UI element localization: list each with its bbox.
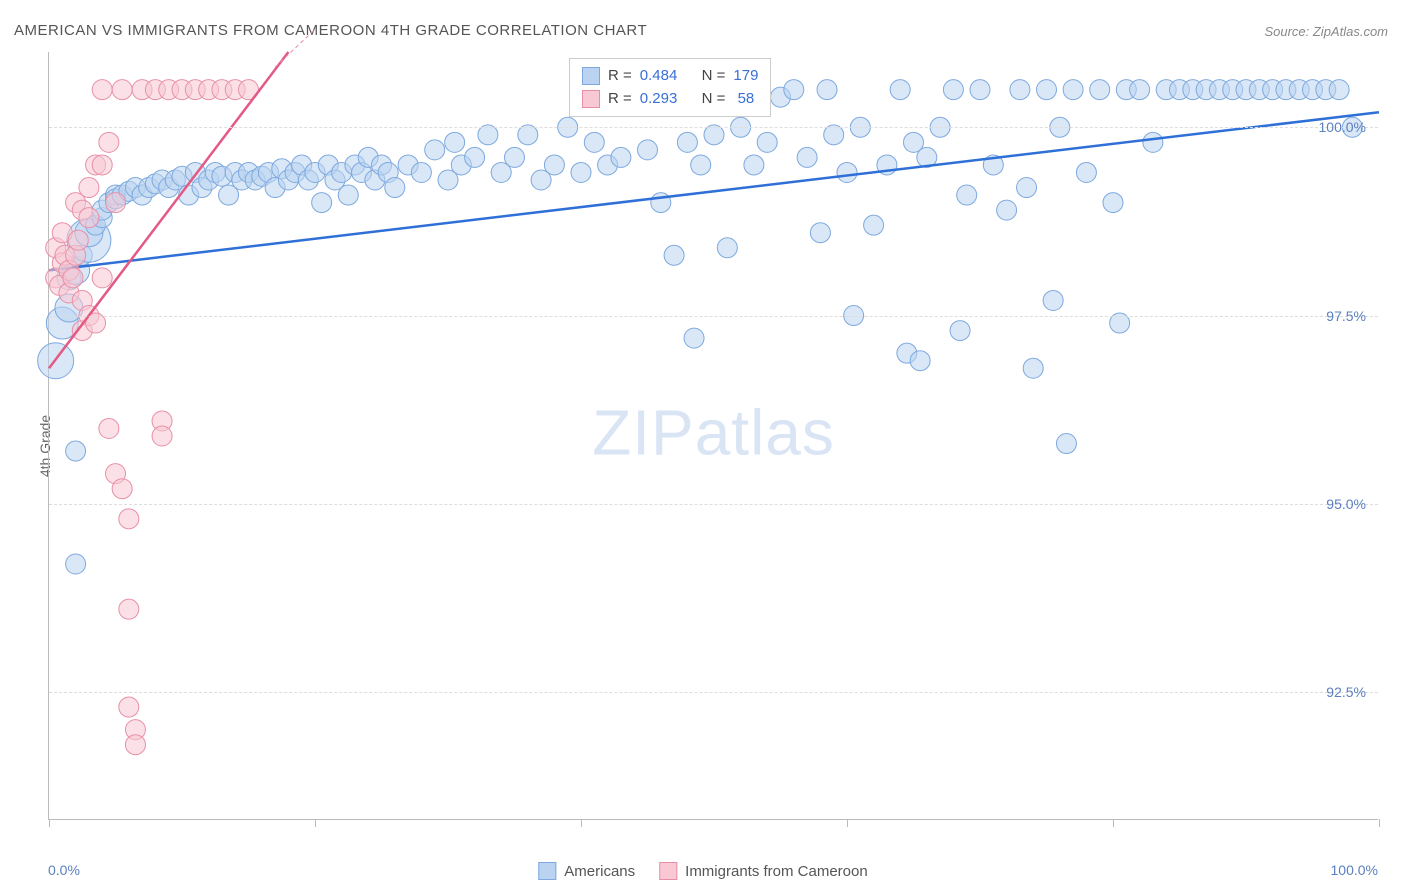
legend-bottom: Americans Immigrants from Cameroon [538, 862, 867, 880]
legend-label-cameroon: Immigrants from Cameroon [685, 863, 868, 880]
chart-title: AMERICAN VS IMMIGRANTS FROM CAMEROON 4TH… [14, 22, 647, 39]
chart-svg [49, 52, 1378, 819]
swatch-americans-icon [538, 862, 556, 880]
source-label: Source: ZipAtlas.com [1264, 24, 1388, 39]
swatch-cameroon [582, 90, 600, 108]
legend-item-cameroon: Immigrants from Cameroon [659, 862, 868, 880]
swatch-cameroon-icon [659, 862, 677, 880]
plot-area: ZIPatlas R = 0.484 N = 179 R = 0.293 N =… [48, 52, 1378, 820]
legend-item-americans: Americans [538, 862, 635, 880]
swatch-americans [582, 67, 600, 85]
legend-label-americans: Americans [564, 863, 635, 880]
legend-row-cameroon: R = 0.293 N = 58 [582, 88, 758, 111]
legend-row-americans: R = 0.484 N = 179 [582, 65, 758, 88]
correlation-legend: R = 0.484 N = 179 R = 0.293 N = 58 [569, 58, 771, 117]
